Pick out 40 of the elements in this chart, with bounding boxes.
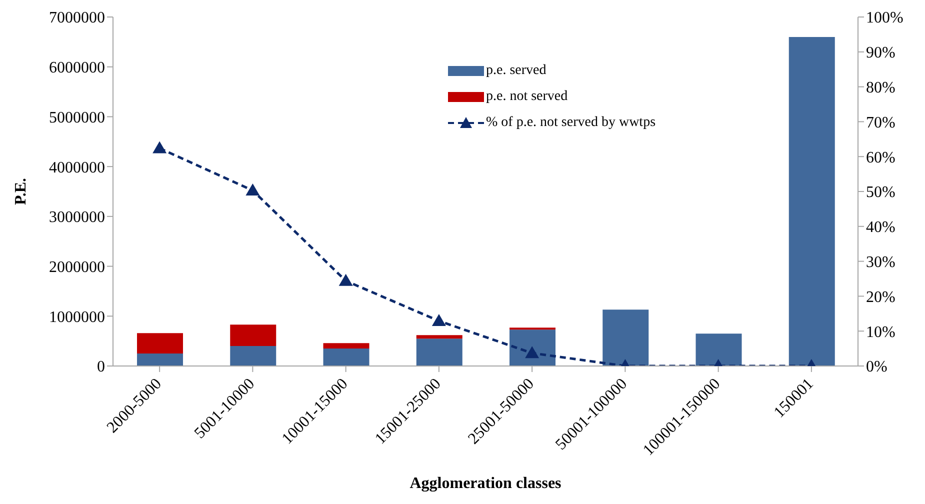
point bbox=[246, 183, 260, 196]
y-tick-label: 4000000 bbox=[49, 159, 105, 176]
bar bbox=[510, 330, 556, 366]
bar bbox=[323, 343, 370, 349]
bar bbox=[230, 324, 276, 346]
bar bbox=[137, 333, 183, 354]
y2-tick-label: 10% bbox=[866, 324, 896, 341]
bar bbox=[137, 354, 183, 366]
point bbox=[152, 141, 167, 154]
y-tick-label: 2000000 bbox=[49, 258, 105, 276]
y2-tick-label: 60% bbox=[866, 149, 896, 166]
y2-tick-label: 30% bbox=[866, 254, 896, 271]
legend-label: p.e. served bbox=[486, 63, 546, 79]
y-tick-label: 6000000 bbox=[49, 60, 105, 77]
bar bbox=[788, 36, 835, 366]
y-tick-label: 0 bbox=[97, 358, 105, 376]
y2-tick-label: 0% bbox=[866, 358, 888, 376]
y2-tick-label: 20% bbox=[866, 288, 896, 306]
point bbox=[338, 274, 353, 286]
bar bbox=[416, 338, 462, 366]
y-tick-label: 3000000 bbox=[49, 209, 105, 226]
bar bbox=[696, 334, 742, 366]
bar bbox=[323, 348, 370, 366]
y2-tick-label: 100% bbox=[866, 10, 904, 27]
y-tick-label: 1000000 bbox=[49, 308, 105, 326]
y2-tick-label: 70% bbox=[866, 114, 896, 132]
y2-tick-label: 80% bbox=[866, 79, 896, 96]
bar bbox=[416, 335, 462, 339]
y-tick-label: 5000000 bbox=[49, 109, 105, 126]
legend-label: % of p.e. not served by wwtps bbox=[486, 115, 656, 131]
y2-tick-label: 90% bbox=[866, 44, 896, 62]
y-axis-title: P.E. bbox=[12, 178, 30, 205]
bar bbox=[230, 346, 276, 366]
bar bbox=[602, 310, 649, 366]
x-axis-title: Agglomeration classes bbox=[410, 475, 562, 492]
point bbox=[432, 314, 446, 326]
y2-tick-label: 50% bbox=[866, 184, 896, 202]
y2-tick-label: 40% bbox=[866, 219, 896, 236]
legend-label: p.e. not served bbox=[486, 89, 568, 105]
y-tick-label: 7000000 bbox=[49, 10, 105, 27]
